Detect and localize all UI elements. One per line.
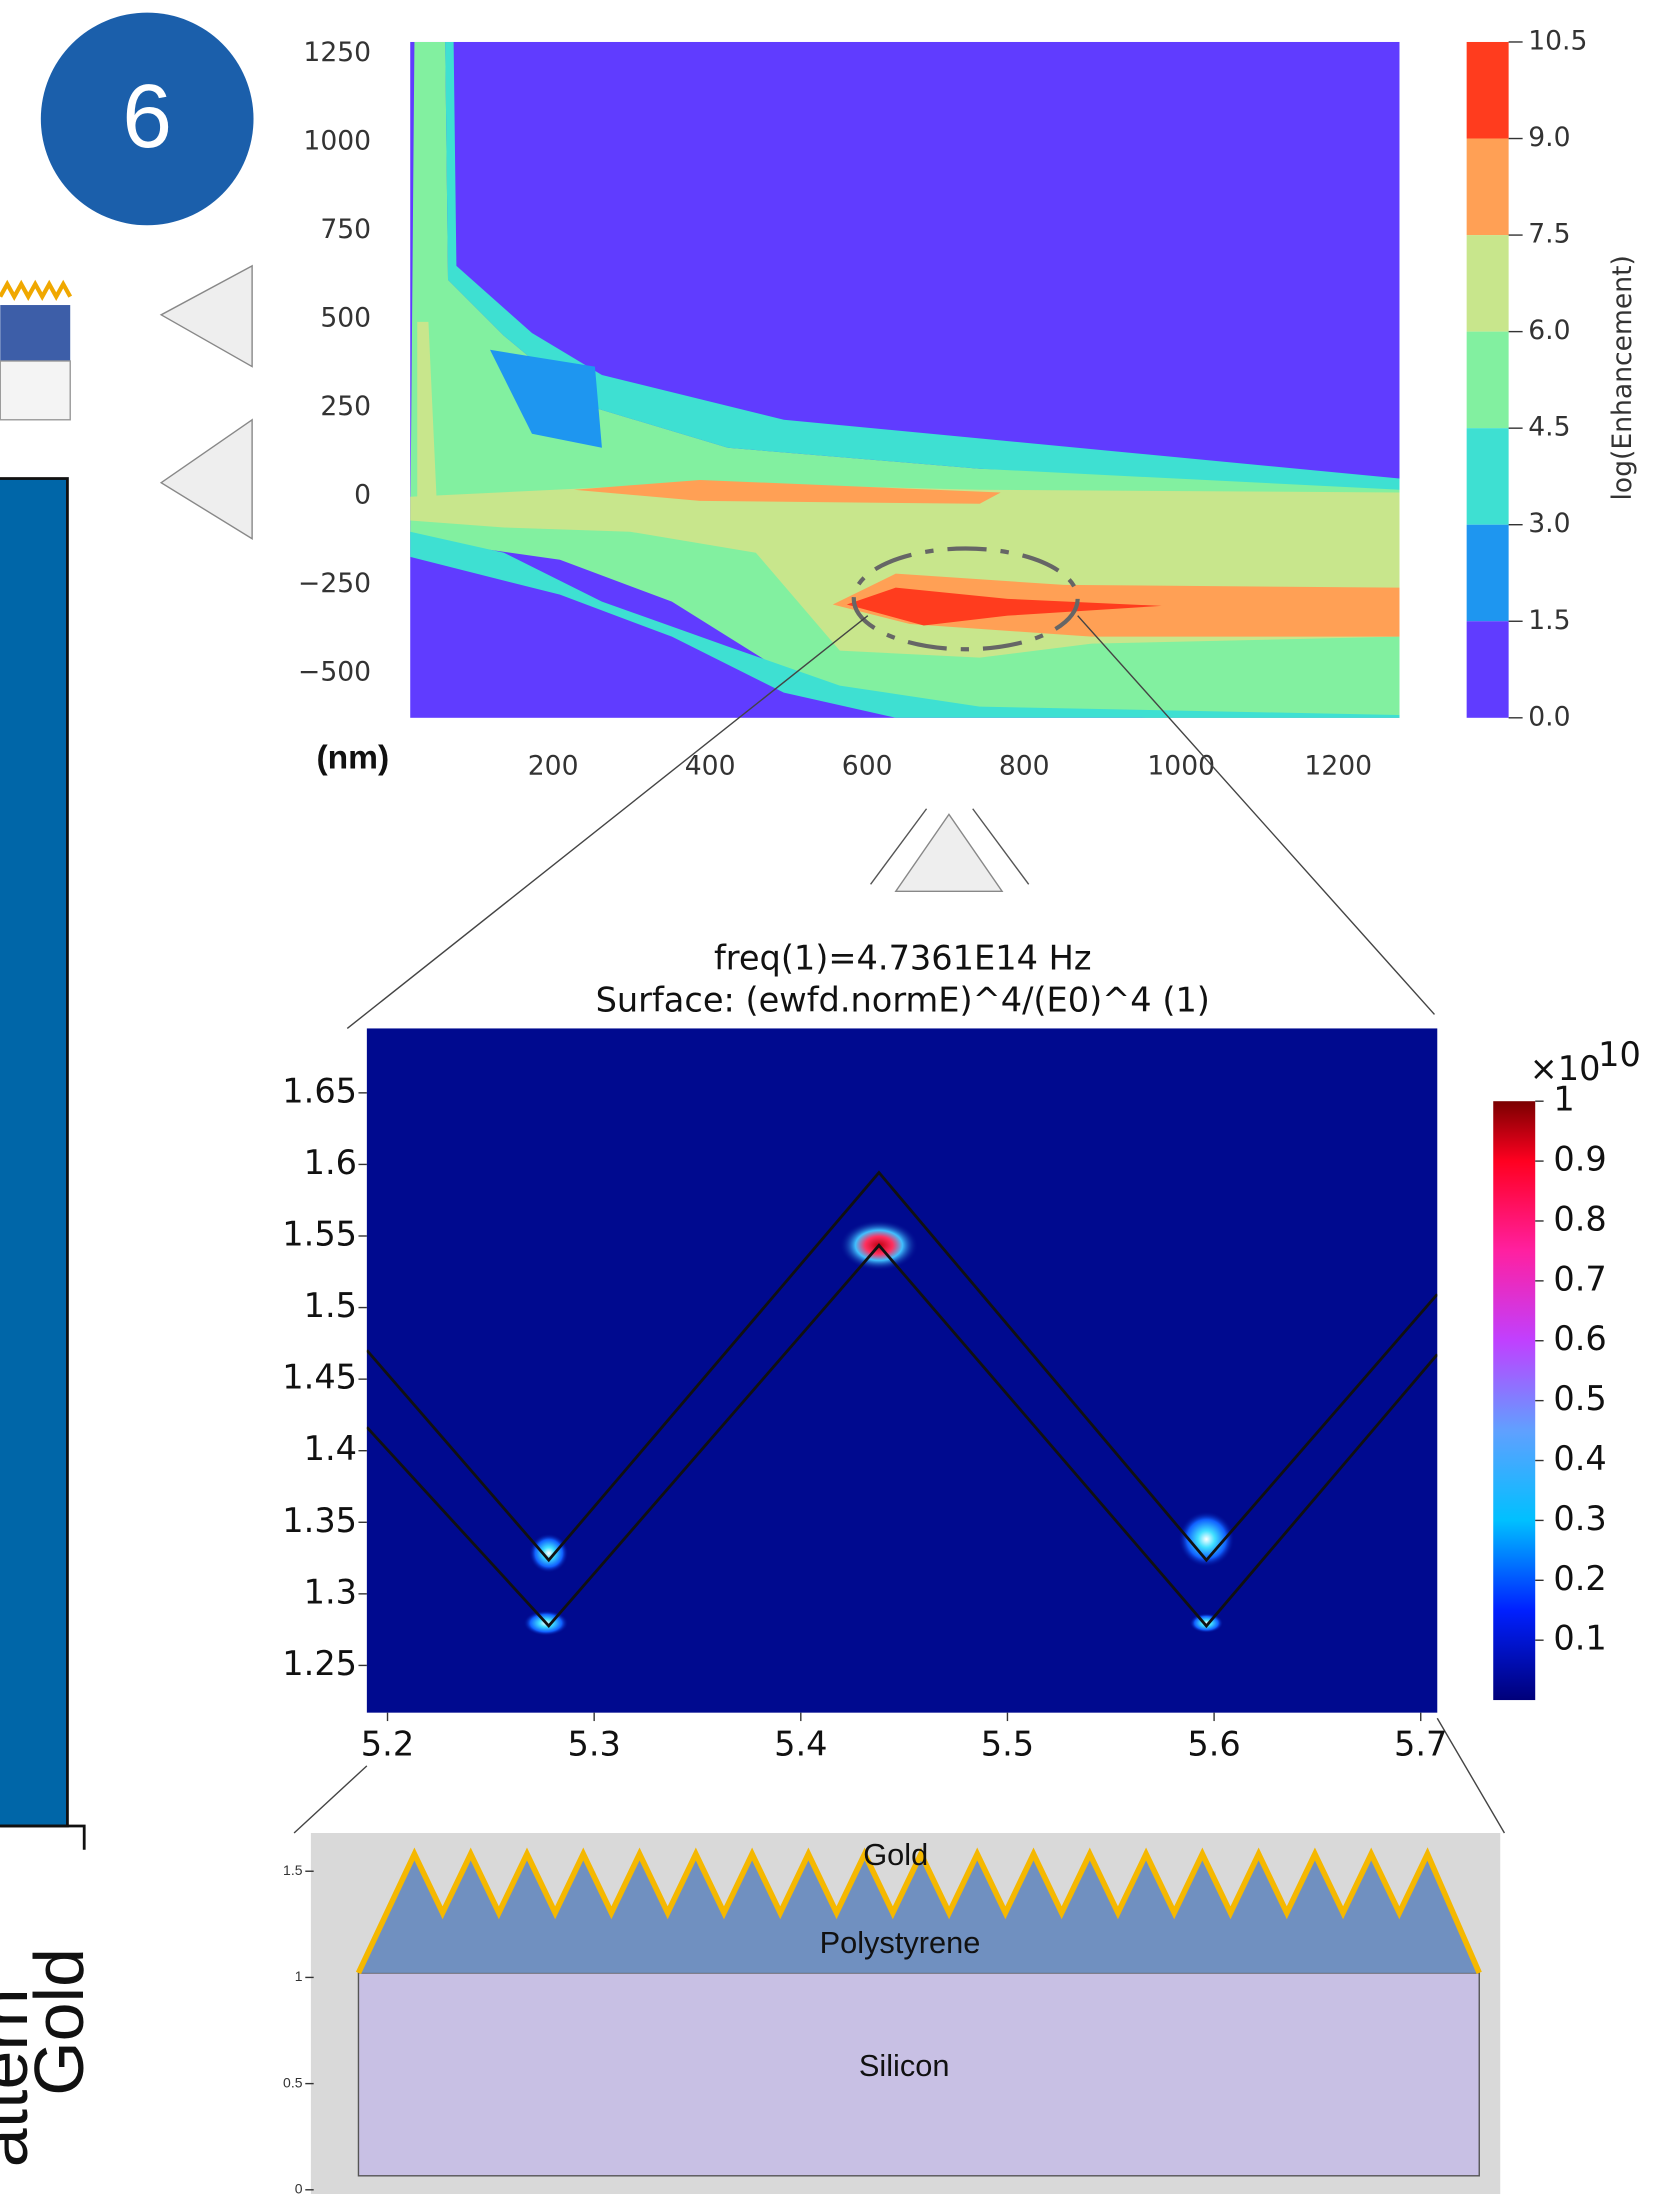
- layer-label: Polystyrene: [820, 1925, 981, 1960]
- y-tick-label: 1.5: [304, 1286, 357, 1325]
- cross-section: Gold Polystyrene Silicon 0 0.5 1 1.5: [283, 1833, 1500, 2194]
- y-tick-label: 500: [320, 302, 371, 333]
- colorbar-band: [1467, 139, 1509, 236]
- light-triangle: [161, 266, 252, 367]
- y-tick-label: 250: [320, 391, 371, 422]
- y-tick-label: 1.3: [304, 1572, 357, 1611]
- chart-subtitle: Surface: (ewfd.normE)^4/(E0)^4 (1): [596, 980, 1210, 1019]
- hotspot: [529, 1534, 568, 1573]
- colorbar-band: [1467, 235, 1509, 332]
- colorbar-tick-label: 6.0: [1528, 315, 1570, 346]
- block: [0, 479, 67, 1826]
- light-triangle: [161, 420, 252, 539]
- y-tick-label: 1.35: [282, 1501, 357, 1540]
- x-tick-label: 5.3: [567, 1725, 620, 1764]
- y-tick-label: 750: [320, 214, 371, 245]
- colorbar-tick-label: 9.0: [1528, 122, 1570, 153]
- x-tick-label: 5.2: [361, 1725, 414, 1764]
- field-plot: freq(1)=4.7361E14 Hz Surface: (ewfd.norm…: [282, 938, 1641, 1763]
- colorbar-tick-label: 7.5: [1528, 219, 1570, 250]
- x-tick-label: 5.6: [1187, 1725, 1240, 1764]
- colorbar-band: [1467, 332, 1509, 429]
- x-axis-label: (nm): [316, 740, 389, 777]
- y-tick-label: 0.5: [283, 2074, 303, 2090]
- layer-label: Silicon: [859, 2048, 950, 2083]
- y-tick-label: −250: [298, 568, 371, 599]
- colorbar-band: [1467, 621, 1509, 718]
- y-tick-label: 1000: [303, 125, 371, 156]
- layer: [0, 361, 70, 420]
- y-tick-label: −500: [298, 657, 371, 688]
- y-tick-label: 1.4: [304, 1429, 357, 1468]
- colorbar-tick-label: 0.7: [1553, 1259, 1606, 1298]
- layer-label: Gold: [863, 1837, 928, 1872]
- colorbar-tick-label: 4.5: [1528, 412, 1570, 443]
- colorbar-tick-label: 0.9: [1553, 1140, 1606, 1179]
- hotspot: [1190, 1613, 1224, 1633]
- gold-zigzag: [0, 284, 70, 297]
- colorbar-tick-label: 0.2: [1553, 1559, 1606, 1598]
- x-tick-label: 1200: [1304, 750, 1372, 781]
- x-tick-label: 600: [842, 750, 893, 781]
- x-tick-label: 1000: [1147, 750, 1215, 781]
- y-tick-label: 0: [295, 2181, 303, 2194]
- side-label: Gold: [20, 1948, 98, 2096]
- x-tick-label: 5.7: [1394, 1725, 1447, 1764]
- y-tick-label: 1: [295, 1968, 303, 1984]
- colorbar-label: log(Enhancement): [1607, 255, 1638, 500]
- colorbar-tick-label: 10.5: [1528, 25, 1587, 56]
- y-tick-label: 0: [354, 480, 371, 511]
- y-tick-label: 1250: [303, 37, 371, 68]
- colorbar-band: [1467, 428, 1509, 525]
- plot-area: [367, 1028, 1437, 1712]
- layer: [0, 305, 70, 361]
- y-tick-label: 1.5: [283, 1862, 303, 1878]
- y-tick-label: 1.45: [282, 1358, 357, 1397]
- page: Enhancement figure {"badge": "6", "side_…: [0, 0, 1667, 2194]
- colorbar-tick-label: 1: [1553, 1080, 1574, 1119]
- colorbar-tick-label: 0.6: [1553, 1319, 1606, 1358]
- colorbar-tick-label: 0.5: [1553, 1379, 1606, 1418]
- colorbar-tick-label: 0.0: [1528, 701, 1570, 732]
- colorbar-tick-label: 0.8: [1553, 1199, 1606, 1238]
- colorbar-exponent: 10: [1598, 1035, 1641, 1074]
- x-tick-label: 5.5: [981, 1725, 1034, 1764]
- left-panel: attern Gold: [0, 284, 98, 2167]
- x-tick-label: 800: [999, 750, 1050, 781]
- y-tick-label: 1.25: [282, 1644, 357, 1683]
- chart-title: freq(1)=4.7361E14 Hz: [714, 938, 1092, 977]
- colorbar-tick-label: 0.4: [1553, 1439, 1606, 1478]
- colorbar-band: [1467, 525, 1509, 622]
- colorbar-tick-label: 1.5: [1528, 605, 1570, 636]
- x-tick-label: 5.4: [774, 1725, 827, 1764]
- x-tick-label: 200: [528, 750, 579, 781]
- colorbar-band: [1467, 42, 1509, 139]
- y-tick-label: 1.55: [282, 1214, 357, 1253]
- y-tick-label: 1.65: [282, 1071, 357, 1110]
- colorbar-tick-label: 0.1: [1553, 1619, 1606, 1658]
- body: attern Gold 6 (nm) 200400600800100012001…: [0, 0, 1667, 2194]
- colorbar: [1493, 1101, 1535, 1700]
- y-tick-label: 1.6: [304, 1143, 357, 1182]
- badge-text: 6: [122, 66, 172, 166]
- colorbar-tick-label: 0.3: [1553, 1499, 1606, 1538]
- colorbar-tick-label: 3.0: [1528, 508, 1570, 539]
- figure: attern Gold 6 (nm) 200400600800100012001…: [0, 0, 1667, 2194]
- bracket: [0, 1826, 84, 1850]
